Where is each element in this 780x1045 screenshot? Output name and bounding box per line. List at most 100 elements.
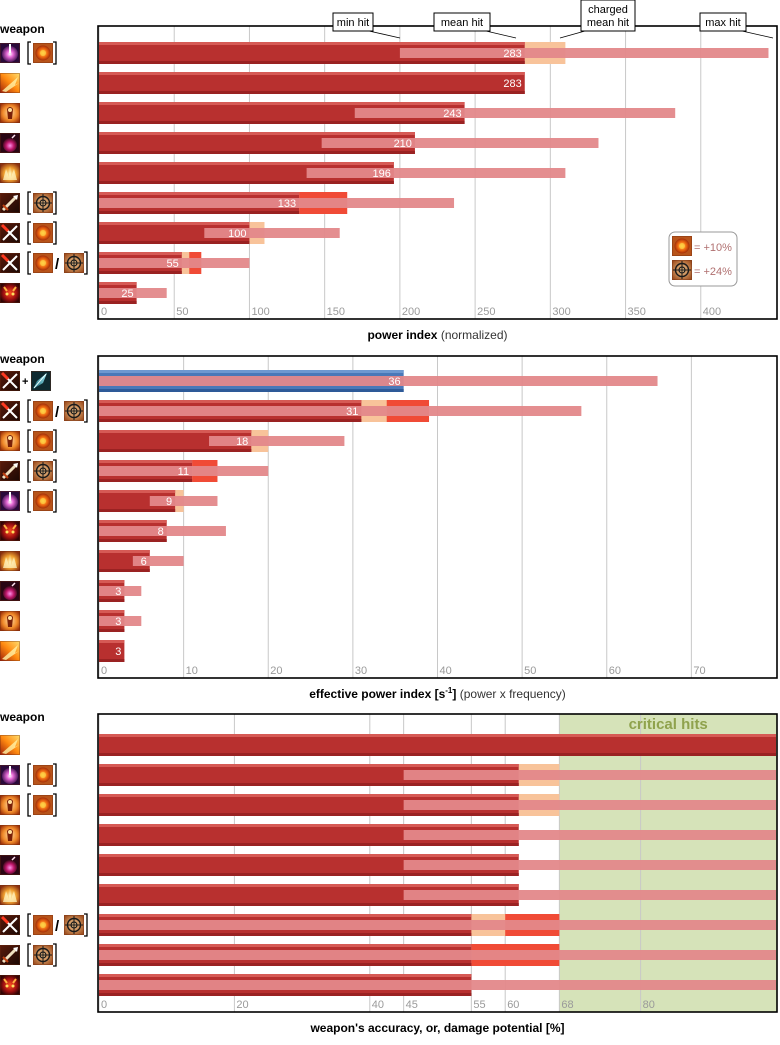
row-header: weapon bbox=[0, 22, 45, 36]
slash-label: / bbox=[55, 918, 60, 935]
demon-icon bbox=[0, 283, 20, 303]
value-label: 3 bbox=[115, 586, 121, 598]
hit-range bbox=[354, 108, 676, 118]
value-label: 283 bbox=[503, 48, 521, 60]
value-label: 133 bbox=[278, 198, 296, 210]
annotation-text: min hit bbox=[337, 17, 369, 29]
value-label: 210 bbox=[394, 138, 412, 150]
value-label: 6 bbox=[141, 556, 147, 568]
bar-row: 283 bbox=[0, 72, 525, 94]
bar-highlight bbox=[99, 400, 362, 403]
target-rune-icon bbox=[33, 945, 53, 965]
hit-range bbox=[99, 616, 142, 626]
modifier-bracket: / bbox=[27, 251, 88, 275]
value-label: 9 bbox=[166, 496, 172, 508]
bar-highlight bbox=[99, 370, 404, 373]
bar-row: 196 bbox=[0, 162, 566, 184]
bar-row: / 31 bbox=[0, 399, 582, 423]
bar-row bbox=[0, 824, 776, 846]
bar-highlight bbox=[99, 102, 465, 105]
modifier-bracket bbox=[27, 41, 57, 65]
hit-range bbox=[132, 556, 184, 566]
bar-highlight bbox=[99, 764, 519, 767]
modifier-bracket bbox=[27, 459, 57, 483]
tick-label: 0 bbox=[101, 999, 107, 1011]
target-rune-icon bbox=[33, 461, 53, 481]
bar-row: 11 bbox=[0, 459, 269, 483]
fire-rune-icon bbox=[33, 253, 53, 273]
row-header: weapon bbox=[0, 352, 45, 366]
bomb-icon bbox=[0, 581, 20, 601]
bar-row: 3 bbox=[0, 640, 125, 662]
bar-shadow bbox=[99, 241, 250, 244]
target-rune-icon bbox=[64, 253, 84, 273]
bar-shadow bbox=[99, 419, 362, 422]
bar-highlight bbox=[99, 610, 125, 613]
chart-panel-1: weapon 0 50 100 150 200 250 300 350 400 283 283 243 2… bbox=[0, 0, 778, 342]
hit-range bbox=[99, 288, 167, 298]
chart-title: power index (normalized) bbox=[367, 328, 507, 342]
plot-frame bbox=[97, 355, 778, 679]
tick-label: 350 bbox=[628, 306, 646, 318]
tick-label: 150 bbox=[327, 306, 345, 318]
hit-range bbox=[321, 138, 599, 148]
pink-orb-icon bbox=[0, 491, 20, 511]
bracket-open bbox=[27, 429, 31, 453]
bar-row bbox=[0, 763, 776, 787]
crossbow-icon bbox=[0, 945, 20, 965]
bar-row bbox=[0, 974, 776, 996]
bar-shadow bbox=[99, 659, 125, 662]
bracket-open bbox=[27, 459, 31, 483]
value-label: 31 bbox=[346, 406, 358, 418]
value-label: 36 bbox=[388, 376, 400, 388]
bar-shadow bbox=[99, 599, 125, 602]
title-main: power index bbox=[367, 328, 437, 342]
bar bbox=[99, 764, 519, 786]
bracket-open bbox=[27, 489, 31, 513]
bracket-open bbox=[27, 41, 31, 65]
value-label: 55 bbox=[166, 258, 178, 270]
tick-label: 50 bbox=[176, 306, 188, 318]
fire-rune-icon bbox=[33, 223, 53, 243]
annotation-leader bbox=[368, 30, 401, 39]
torch-icon bbox=[0, 795, 20, 815]
tick-label: 80 bbox=[643, 999, 655, 1011]
title-main: weapon's accuracy, or, damage potential … bbox=[309, 1021, 564, 1035]
bracket-close bbox=[53, 489, 57, 513]
tick-label: 68 bbox=[561, 999, 573, 1011]
chart-panel-3: weapon 0 20 40 45 55 60 68 80 critical hits / weapo… bbox=[0, 710, 778, 1035]
bracket-close bbox=[53, 429, 57, 453]
bar-row bbox=[0, 854, 776, 876]
hit-range bbox=[306, 168, 566, 178]
title-main: effective power index [s bbox=[309, 687, 445, 701]
fire-icon bbox=[0, 73, 20, 93]
fire-rune-icon bbox=[33, 401, 53, 421]
bar-shadow bbox=[99, 301, 137, 304]
modifier-bracket bbox=[27, 763, 57, 787]
bar-row bbox=[0, 943, 776, 967]
crossed-bolt-icon bbox=[0, 371, 20, 391]
tick-label: 10 bbox=[186, 665, 198, 677]
bracket-open bbox=[27, 913, 31, 937]
tick-label: 45 bbox=[406, 999, 418, 1011]
fire-rune-icon bbox=[672, 236, 692, 256]
torch-icon bbox=[0, 431, 20, 451]
annotation-text: mean hit bbox=[587, 17, 629, 29]
bracket-open bbox=[27, 191, 31, 215]
value-label: 11 bbox=[178, 466, 189, 478]
torch-icon bbox=[0, 825, 20, 845]
bracket-close bbox=[53, 793, 57, 817]
value-label: 3 bbox=[115, 646, 121, 658]
bomb-icon bbox=[0, 855, 20, 875]
bar-highlight bbox=[99, 222, 250, 225]
bar-row: 8 bbox=[0, 520, 226, 542]
annotation-box bbox=[580, 0, 636, 32]
bar bbox=[99, 734, 776, 756]
tick-label: 0 bbox=[101, 306, 107, 318]
hit-range bbox=[403, 860, 776, 870]
row-header: weapon bbox=[0, 710, 45, 724]
crossed-bolt-icon bbox=[0, 253, 20, 273]
value-label: 18 bbox=[236, 436, 248, 448]
bracket-open bbox=[27, 251, 31, 275]
tick-label: 50 bbox=[524, 665, 536, 677]
